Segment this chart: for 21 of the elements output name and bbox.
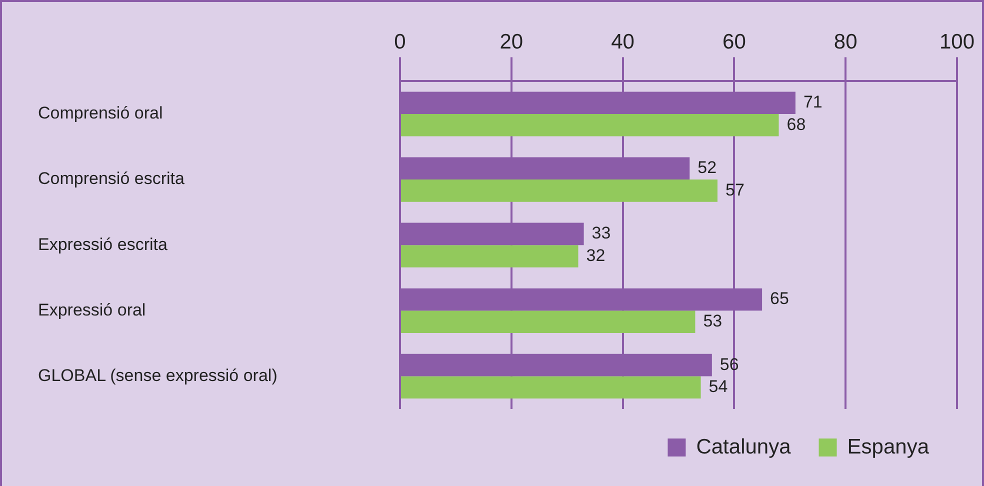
data-label: 65 xyxy=(770,289,789,308)
x-tick-label: 20 xyxy=(500,30,524,54)
y-tick-label: Comprensió oral xyxy=(38,104,163,123)
x-tick-label: 40 xyxy=(611,30,634,54)
x-tick-label: 100 xyxy=(939,30,975,54)
y-tick-label: Expressió oral xyxy=(38,300,146,320)
legend-label: Espanya xyxy=(847,435,930,458)
x-tick-label: 80 xyxy=(834,30,858,54)
y-tick-label: GLOBAL (sense expressió oral) xyxy=(38,366,278,385)
y-tick-label: Expressió escrita xyxy=(38,234,168,254)
x-tick-label: 60 xyxy=(722,30,746,54)
data-label: 32 xyxy=(586,246,606,265)
y-tick-label: Comprensió escrita xyxy=(38,169,185,188)
data-label: 53 xyxy=(703,311,722,330)
data-label: 68 xyxy=(786,114,806,134)
data-label: 52 xyxy=(698,158,717,178)
data-label: 33 xyxy=(592,224,611,243)
x-tick-label: 0 xyxy=(394,30,406,54)
data-label: 71 xyxy=(803,92,822,112)
data-label: 54 xyxy=(708,377,728,396)
legend-label: Catalunya xyxy=(696,435,792,458)
